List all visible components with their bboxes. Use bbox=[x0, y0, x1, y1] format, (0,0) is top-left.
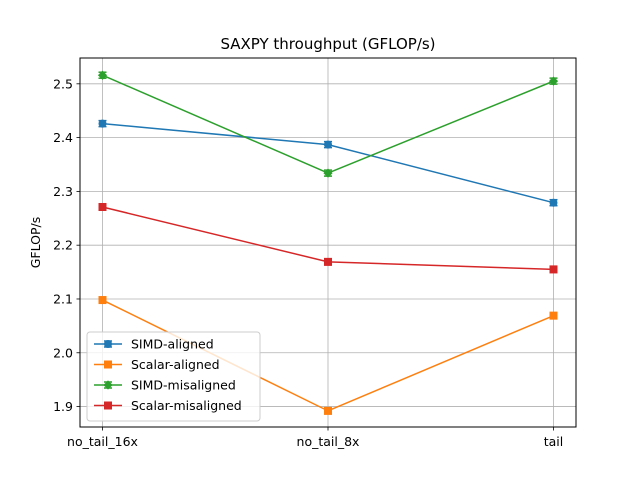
grid-lines bbox=[80, 58, 576, 427]
legend-marker bbox=[103, 380, 113, 390]
data-point bbox=[323, 168, 333, 178]
legend-label: SIMD-misaligned bbox=[131, 378, 236, 393]
data-point bbox=[98, 119, 107, 128]
series-layer bbox=[97, 70, 559, 415]
series-scalar-misaligned bbox=[98, 202, 558, 274]
y-tick-label: 2.0 bbox=[53, 345, 73, 360]
x-tick-label: no_tail_8x bbox=[297, 434, 360, 449]
legend-box bbox=[86, 331, 261, 422]
y-tick-label: 2.2 bbox=[53, 238, 73, 253]
x-tick-label: no_tail_16x bbox=[67, 434, 138, 449]
chart-title: SAXPY throughput (GFLOP/s) bbox=[220, 35, 435, 53]
y-tick-label: 2.3 bbox=[53, 184, 73, 199]
data-point bbox=[324, 257, 332, 266]
data-point bbox=[549, 311, 558, 320]
y-tick-label: 1.9 bbox=[53, 399, 73, 414]
data-point bbox=[324, 140, 332, 149]
y-axis-label: GFLOP/s bbox=[28, 217, 43, 269]
y-tick-label: 2.4 bbox=[53, 130, 73, 145]
legend-item: SIMD-misaligned bbox=[94, 378, 236, 393]
legend: SIMD-aligned Scalar-aligned SIMD-misaligne… bbox=[86, 331, 261, 422]
data-point bbox=[98, 202, 107, 211]
series-simd-misaligned bbox=[97, 70, 559, 178]
legend-marker bbox=[104, 401, 112, 410]
legend-marker bbox=[104, 360, 112, 369]
data-point bbox=[549, 198, 558, 207]
legend-item: SIMD-aligned bbox=[94, 337, 214, 352]
axis-ticks: no_tail_16x no_tail_8x tail 1.9 2.0 2.1 2.2 2.3… bbox=[53, 76, 563, 449]
legend-item: Scalar-misaligned bbox=[94, 398, 242, 413]
legend-item: Scalar-aligned bbox=[94, 357, 220, 372]
legend-label: SIMD-aligned bbox=[131, 337, 214, 352]
series-simd-aligned bbox=[98, 119, 558, 207]
legend-marker bbox=[104, 340, 112, 348]
data-point bbox=[97, 70, 108, 80]
y-tick-label: 2.5 bbox=[53, 76, 73, 91]
x-tick-label: tail bbox=[544, 434, 564, 449]
legend-label: Scalar-aligned bbox=[131, 357, 220, 372]
data-point bbox=[98, 296, 107, 305]
data-point bbox=[324, 406, 332, 415]
data-point bbox=[549, 265, 558, 274]
legend-label: Scalar-misaligned bbox=[131, 398, 242, 413]
data-point bbox=[548, 76, 559, 86]
y-tick-label: 2.1 bbox=[53, 291, 73, 306]
